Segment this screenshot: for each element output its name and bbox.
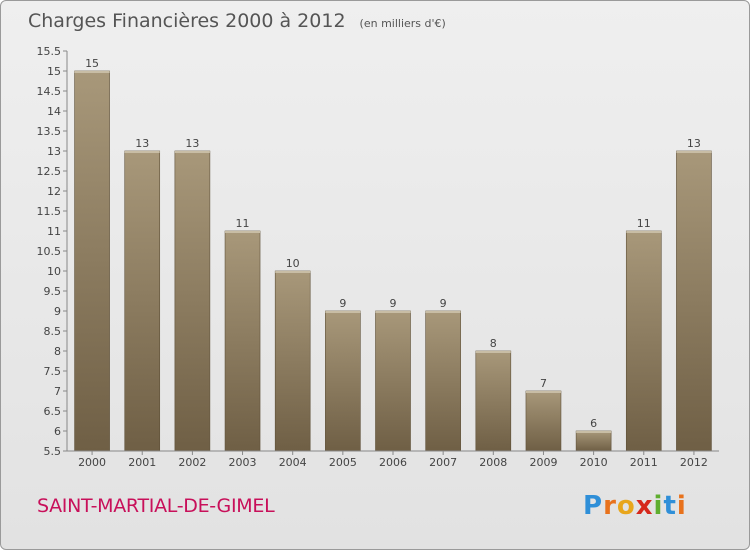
value-label: 9: [339, 297, 346, 310]
value-label: 9: [440, 297, 447, 310]
y-tick-label: 13.5: [37, 125, 62, 138]
bar-2002: [174, 150, 211, 452]
x-tick-label: 2004: [279, 456, 307, 469]
chart-subtitle: (en milliers d'€): [359, 17, 446, 30]
y-tick-label: 13: [47, 145, 61, 158]
x-tick-label: 2005: [329, 456, 357, 469]
y-axis: 5.5 6 6.5 7 7.5 8 8.5 9 9.5 10 10.5 11 11.5 12 12.5 13 1…: [37, 45, 68, 458]
value-label: 10: [286, 257, 300, 270]
x-tick-label: 2007: [429, 456, 457, 469]
bar-highlight: [275, 271, 311, 273]
bar-highlight: [225, 231, 261, 233]
chart-title: Charges Financières 2000 à 2012 (en milli…: [28, 10, 446, 32]
x-tick-label: 2003: [229, 456, 257, 469]
y-tick-label: 5.5: [44, 445, 62, 458]
value-label: 7: [540, 377, 547, 390]
value-label: 11: [236, 217, 250, 230]
x-axis: 2000 2001 2002 2003 2004 2005 2006 2007 2008 2009…: [67, 450, 719, 469]
y-tick-label: 9.5: [44, 285, 62, 298]
bar-highlight: [626, 231, 662, 233]
value-label: 13: [185, 137, 199, 150]
value-label: 13: [687, 137, 701, 150]
y-tick-label: 9: [54, 305, 61, 318]
bar-2009: [525, 390, 562, 452]
y-tick-label: 7: [54, 385, 61, 398]
logo-letter: o: [616, 491, 636, 521]
y-tick-label: 8.5: [44, 325, 62, 338]
y-tick-label: 15.5: [37, 45, 62, 58]
bars: 15 13 13 11 10 9 9 9 8 7 6 11 13: [74, 57, 712, 452]
bar-highlight: [124, 151, 160, 153]
bar-2011: [625, 230, 662, 452]
bar-highlight: [475, 351, 511, 353]
value-label: 15: [85, 57, 99, 70]
bar-2008: [475, 350, 512, 452]
y-tick-label: 12.5: [37, 165, 62, 178]
bar-highlight: [375, 311, 411, 313]
value-label: 11: [637, 217, 651, 230]
x-tick-label: 2008: [479, 456, 507, 469]
y-tick-label: 12: [47, 185, 61, 198]
x-tick-label: 2000: [78, 456, 106, 469]
y-tick-label: 6: [54, 425, 61, 438]
value-label: 6: [590, 417, 597, 430]
y-tick-label: 11.5: [37, 205, 62, 218]
x-tick-label: 2012: [680, 456, 708, 469]
bar-2010: [575, 430, 612, 452]
logo-letter: i: [653, 491, 664, 521]
x-tick-label: 2009: [529, 456, 557, 469]
logo-letter: x: [635, 491, 654, 521]
bar-highlight: [425, 311, 461, 313]
value-label: 13: [135, 137, 149, 150]
value-label: 8: [490, 337, 497, 350]
bar-highlight: [74, 71, 110, 73]
y-tick-label: 14: [47, 105, 61, 118]
bar-2012: [676, 150, 712, 452]
logo-letter: P: [583, 491, 604, 521]
x-tick-label: 2011: [630, 456, 658, 469]
bar-2000: [74, 70, 110, 452]
bar-2004: [274, 270, 311, 452]
bar-2005: [325, 310, 361, 452]
y-tick-label: 11: [47, 225, 61, 238]
x-tick-label: 2006: [379, 456, 407, 469]
title-text: Charges Financières 2000 à 2012: [28, 10, 346, 32]
bar-highlight: [174, 151, 210, 153]
y-tick-label: 6.5: [44, 405, 62, 418]
bar-highlight: [325, 311, 361, 313]
y-tick-label: 14.5: [37, 85, 62, 98]
y-tick-label: 10: [47, 265, 61, 278]
commune-name: SAINT-MARTIAL-DE-GIMEL: [37, 495, 275, 517]
bar-2001: [124, 150, 161, 452]
bar-highlight: [525, 391, 561, 393]
y-tick-label: 15: [47, 65, 61, 78]
y-tick-label: 7.5: [44, 365, 62, 378]
bar-2007: [425, 310, 461, 452]
x-tick-label: 2002: [178, 456, 206, 469]
value-label: 9: [390, 297, 397, 310]
logo-letter: t: [663, 491, 677, 521]
bar-2006: [375, 310, 411, 452]
x-tick-label: 2010: [580, 456, 608, 469]
logo-letter: i: [676, 491, 687, 521]
y-tick-label: 10.5: [37, 245, 62, 258]
proxiti-logo[interactable]: Proxiti: [583, 491, 687, 521]
bar-2003: [224, 230, 261, 452]
bar-highlight: [676, 151, 712, 153]
bar-highlight: [576, 431, 612, 433]
logo-letter: r: [603, 491, 617, 521]
x-tick-label: 2001: [128, 456, 156, 469]
y-tick-label: 8: [54, 345, 61, 358]
